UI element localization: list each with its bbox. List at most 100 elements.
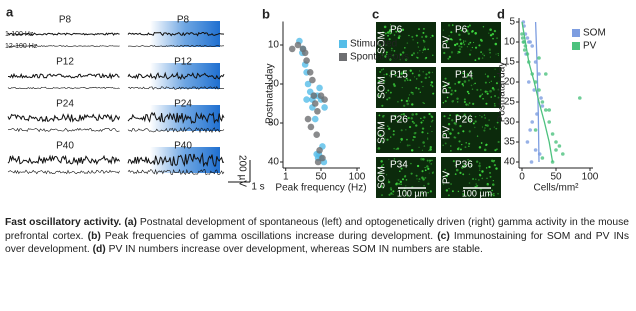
data-point bbox=[544, 108, 548, 112]
cell-speck bbox=[454, 89, 457, 92]
y-tick-label: 40 bbox=[268, 157, 280, 168]
cell-speck bbox=[402, 113, 405, 116]
cell-speck bbox=[408, 34, 410, 37]
cell-speck bbox=[490, 80, 492, 82]
cell-speck bbox=[481, 53, 484, 55]
cell-speck bbox=[468, 142, 471, 145]
cell-speck bbox=[450, 38, 453, 41]
panel-label: a bbox=[6, 4, 14, 19]
cell-speck bbox=[451, 39, 453, 41]
cell-speck bbox=[427, 167, 430, 170]
cell-speck bbox=[475, 178, 477, 180]
legend-swatch bbox=[572, 42, 580, 50]
cell-speck bbox=[419, 70, 421, 72]
cell-speck bbox=[415, 34, 418, 37]
cell-speck bbox=[411, 35, 414, 38]
cell-speck bbox=[400, 139, 403, 142]
cell-speck bbox=[393, 34, 396, 36]
cell-speck bbox=[388, 75, 390, 77]
cell-speck bbox=[459, 80, 462, 83]
cell-speck bbox=[422, 119, 424, 122]
cell-speck bbox=[454, 83, 457, 85]
cell-speck bbox=[402, 178, 404, 181]
cell-speck bbox=[429, 190, 432, 193]
cell-speck bbox=[409, 69, 412, 72]
cell-speck bbox=[407, 79, 409, 81]
cell-speck bbox=[416, 42, 419, 44]
cell-speck bbox=[489, 34, 493, 37]
cell-speck bbox=[489, 51, 491, 54]
cell-speck bbox=[422, 31, 425, 34]
cell-speck bbox=[403, 175, 407, 178]
data-point bbox=[294, 41, 302, 49]
cell-speck bbox=[430, 163, 432, 165]
cell-speck bbox=[443, 84, 447, 87]
cell-speck bbox=[418, 178, 421, 181]
cell-speck bbox=[411, 103, 414, 106]
data-point bbox=[288, 45, 296, 53]
cell-speck bbox=[461, 166, 464, 169]
cell-speck bbox=[447, 123, 451, 126]
cell-speck bbox=[423, 116, 426, 119]
cell-speck bbox=[390, 188, 393, 191]
data-point bbox=[529, 160, 534, 164]
cell-speck bbox=[400, 113, 403, 116]
lfp-trace bbox=[127, 44, 224, 48]
cell-speck bbox=[443, 170, 445, 172]
cell-speck bbox=[385, 51, 388, 54]
cell-speck bbox=[378, 43, 381, 46]
cell-speck bbox=[431, 34, 434, 37]
cell-speck bbox=[481, 93, 484, 95]
cell-speck bbox=[386, 31, 390, 34]
cell-speck bbox=[485, 167, 488, 169]
cell-speck bbox=[383, 76, 386, 79]
cell-speck bbox=[428, 150, 430, 152]
cell-speck bbox=[380, 185, 383, 188]
cell-speck bbox=[406, 42, 409, 44]
cell-speck bbox=[491, 193, 493, 196]
cell-speck bbox=[423, 40, 426, 43]
y-tick-label: 10 bbox=[268, 40, 280, 51]
cell-speck bbox=[469, 114, 472, 116]
data-point bbox=[550, 132, 555, 136]
data-point bbox=[314, 158, 322, 166]
caption-text: Postnatal development of spontaneous (le… bbox=[5, 217, 629, 242]
cell-speck bbox=[380, 139, 382, 142]
cell-speck bbox=[450, 51, 454, 54]
cell-speck bbox=[448, 117, 451, 120]
data-point bbox=[314, 108, 321, 115]
cell-speck bbox=[471, 88, 474, 90]
cell-speck bbox=[459, 42, 463, 45]
cell-speck bbox=[467, 25, 470, 28]
data-point bbox=[310, 92, 318, 99]
cell-speck bbox=[416, 178, 418, 180]
cell-speck bbox=[423, 102, 425, 104]
cell-speck bbox=[469, 25, 471, 27]
cell-speck bbox=[486, 124, 489, 127]
age-label: P6 bbox=[390, 25, 403, 36]
data-point bbox=[540, 100, 545, 104]
cell-speck bbox=[454, 173, 457, 176]
data-point bbox=[316, 84, 323, 92]
cell-speck bbox=[465, 29, 469, 32]
cell-speck bbox=[449, 132, 452, 135]
cell-speck bbox=[468, 173, 471, 176]
cell-speck bbox=[459, 124, 462, 128]
cell-speck bbox=[479, 162, 481, 164]
cell-speck bbox=[429, 125, 432, 127]
cell-speck bbox=[449, 38, 453, 41]
cell-speck bbox=[489, 56, 491, 58]
data-point bbox=[530, 44, 534, 48]
cell-speck bbox=[385, 53, 388, 56]
cell-speck bbox=[474, 59, 477, 62]
cell-speck bbox=[419, 91, 421, 93]
cell-speck bbox=[478, 95, 482, 98]
cell-speck bbox=[393, 158, 396, 160]
cell-speck bbox=[483, 129, 486, 132]
cell-speck bbox=[406, 194, 409, 197]
cell-speck bbox=[456, 97, 459, 100]
data-point bbox=[311, 115, 319, 123]
data-point bbox=[537, 56, 541, 60]
cell-speck bbox=[444, 168, 446, 171]
cell-speck bbox=[409, 79, 412, 82]
